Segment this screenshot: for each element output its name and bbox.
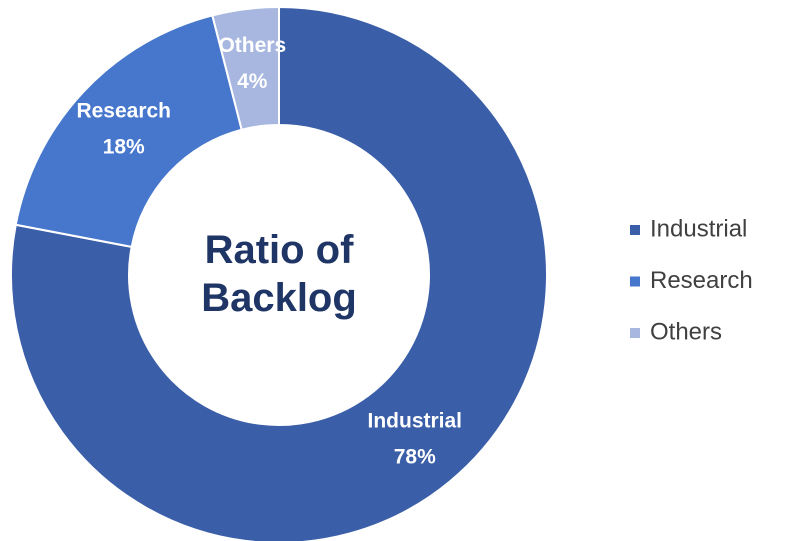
- legend-label: Research: [650, 267, 753, 294]
- legend-swatch: [630, 276, 640, 287]
- slice-label: Industrial: [368, 410, 463, 433]
- donut-slice: [211, 5, 280, 131]
- donut-slice: [14, 14, 243, 249]
- slice-label: Research: [76, 100, 171, 123]
- slice-value-label: 18%: [103, 136, 145, 159]
- legend-label: Others: [650, 318, 722, 345]
- slice-label: Others: [218, 34, 286, 57]
- legend-swatch: [630, 328, 640, 338]
- donut-slice: [10, 5, 548, 541]
- chart-title: Ratio of Backlog: [201, 228, 357, 320]
- slice-value-label: 78%: [394, 446, 436, 469]
- slice-value-label: 4%: [237, 70, 268, 93]
- legend-label: Industrial: [650, 215, 747, 242]
- legend-swatch: [630, 225, 640, 235]
